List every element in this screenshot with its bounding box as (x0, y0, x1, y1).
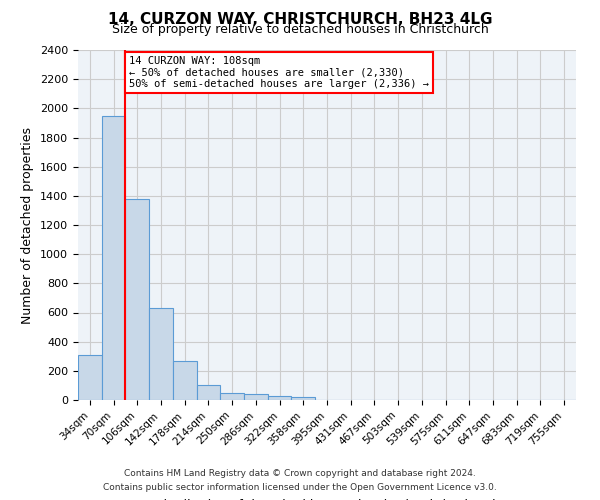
Bar (268, 396, 292, 400)
Bar (149, 308, 173, 400)
Bar (292, 397, 315, 400)
Bar (102, 116, 125, 400)
Bar (197, 386, 220, 400)
Text: 14, CURZON WAY, CHRISTCHURCH, BH23 4LG: 14, CURZON WAY, CHRISTCHURCH, BH23 4LG (108, 12, 492, 28)
Y-axis label: Number of detached properties: Number of detached properties (22, 126, 34, 324)
Text: Contains public sector information licensed under the Open Government Licence v3: Contains public sector information licen… (103, 484, 497, 492)
Text: Size of property relative to detached houses in Christchurch: Size of property relative to detached ho… (112, 22, 488, 36)
Bar (244, 394, 268, 400)
Bar (173, 360, 197, 400)
Text: 14 CURZON WAY: 108sqm
← 50% of detached houses are smaller (2,330)
50% of semi-d: 14 CURZON WAY: 108sqm ← 50% of detached … (129, 56, 429, 89)
Bar (125, 198, 149, 400)
Bar (78, 355, 102, 400)
Text: Contains HM Land Registry data © Crown copyright and database right 2024.: Contains HM Land Registry data © Crown c… (124, 468, 476, 477)
Bar (220, 392, 244, 400)
